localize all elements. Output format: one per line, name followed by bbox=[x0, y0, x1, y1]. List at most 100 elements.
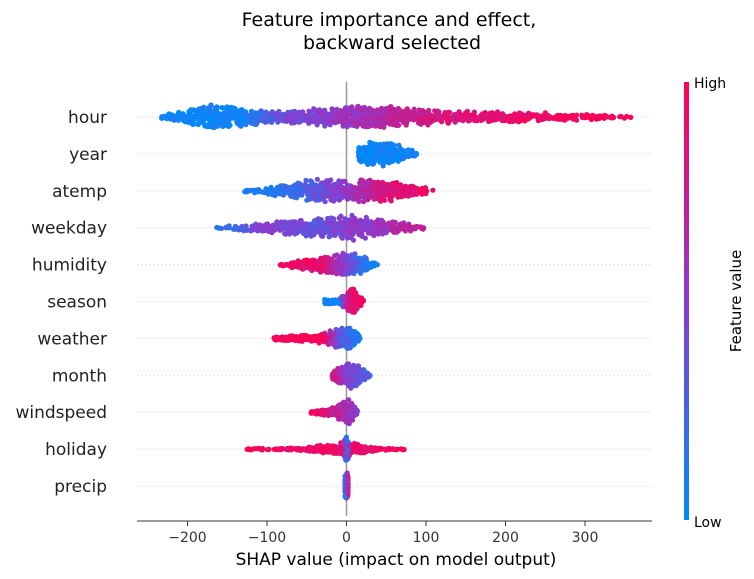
shap-point bbox=[339, 220, 346, 226]
shap-point bbox=[287, 231, 293, 237]
shap-point bbox=[404, 106, 410, 112]
shap-point bbox=[360, 184, 366, 190]
shap-point bbox=[373, 150, 380, 156]
shap-point bbox=[302, 117, 308, 123]
shap-point bbox=[368, 262, 374, 268]
shap-point bbox=[316, 222, 322, 228]
shap-point bbox=[354, 195, 360, 201]
shap-point bbox=[230, 113, 236, 119]
shap-point bbox=[244, 188, 250, 194]
shap-point bbox=[574, 112, 580, 118]
shap-point bbox=[338, 213, 344, 219]
shap-point bbox=[589, 114, 595, 120]
shap-point bbox=[387, 197, 393, 203]
shap-point bbox=[333, 117, 339, 123]
shap-point bbox=[346, 109, 352, 115]
shap-point bbox=[377, 189, 383, 195]
shap-point bbox=[359, 177, 365, 183]
shap-point bbox=[325, 183, 331, 189]
shap-point bbox=[300, 221, 306, 227]
shap-point bbox=[323, 112, 330, 118]
feature-points-season bbox=[322, 286, 367, 315]
shap-point bbox=[387, 141, 393, 147]
shap-point bbox=[570, 112, 576, 118]
shap-point bbox=[329, 299, 335, 305]
shap-point bbox=[322, 123, 328, 129]
shap-point bbox=[351, 270, 357, 277]
shap-point bbox=[377, 157, 383, 164]
feature-points-hour bbox=[159, 102, 634, 131]
shap-point bbox=[355, 378, 361, 384]
shap-point bbox=[250, 110, 256, 116]
shap-point bbox=[354, 369, 360, 375]
shap-point bbox=[344, 372, 350, 378]
shap-point bbox=[557, 112, 563, 118]
shap-point bbox=[364, 191, 370, 197]
shap-point bbox=[435, 108, 441, 114]
shap-point bbox=[362, 235, 368, 241]
shap-point bbox=[379, 115, 385, 121]
shap-point bbox=[361, 368, 368, 374]
shap-point bbox=[327, 187, 333, 193]
shap-point bbox=[561, 114, 567, 120]
shap-point bbox=[227, 122, 233, 128]
shap-point bbox=[338, 301, 344, 307]
shap-point bbox=[295, 335, 301, 341]
shap-point bbox=[373, 193, 379, 199]
shap-point bbox=[334, 112, 340, 118]
shap-point bbox=[220, 123, 226, 129]
shap-point bbox=[225, 106, 231, 113]
shap-point bbox=[319, 196, 325, 202]
shap-point bbox=[404, 150, 410, 156]
shap-point bbox=[415, 110, 421, 116]
shap-point bbox=[304, 197, 310, 203]
feature-points-weekday bbox=[214, 212, 427, 243]
shap-point bbox=[300, 109, 306, 115]
shap-point bbox=[341, 335, 347, 341]
shap-point bbox=[308, 178, 314, 184]
shap-point bbox=[339, 108, 345, 114]
shap-point bbox=[252, 190, 258, 196]
shap-point bbox=[345, 420, 351, 426]
shap-point bbox=[439, 114, 445, 120]
shap-point bbox=[353, 188, 359, 194]
shap-point bbox=[418, 224, 424, 230]
shap-point bbox=[329, 262, 335, 268]
shap-point bbox=[316, 228, 322, 234]
shap-point bbox=[241, 228, 247, 234]
shap-point bbox=[316, 189, 322, 195]
shap-point bbox=[418, 188, 424, 194]
shap-point bbox=[452, 119, 458, 125]
shap-point bbox=[288, 111, 294, 117]
shap-point bbox=[306, 108, 312, 114]
shap-point bbox=[356, 226, 362, 232]
shap-point bbox=[468, 116, 474, 123]
shap-point bbox=[550, 115, 557, 121]
shap-point bbox=[260, 110, 266, 117]
shap-point bbox=[406, 226, 412, 232]
shap-point bbox=[477, 114, 483, 120]
shap-point bbox=[357, 150, 363, 157]
shap-point bbox=[338, 404, 344, 410]
shap-point bbox=[598, 113, 604, 119]
shap-point bbox=[291, 194, 297, 200]
shap-point bbox=[377, 198, 384, 204]
shap-point bbox=[381, 141, 387, 147]
shap-point bbox=[367, 227, 373, 233]
feature-points-month bbox=[329, 361, 373, 391]
shap-point bbox=[358, 194, 364, 200]
shap-point bbox=[391, 149, 397, 155]
shap-point bbox=[517, 118, 524, 124]
shap-point bbox=[419, 116, 425, 122]
shap-point bbox=[379, 105, 385, 111]
shap-point bbox=[366, 105, 373, 111]
shap-point bbox=[376, 111, 382, 117]
shap-point bbox=[197, 111, 203, 117]
shap-point bbox=[314, 176, 320, 182]
shap-point bbox=[168, 115, 174, 121]
shap-point bbox=[449, 114, 456, 120]
shap-point bbox=[342, 186, 348, 192]
shap-point bbox=[288, 337, 294, 343]
shap-point bbox=[400, 226, 406, 232]
shap-point bbox=[419, 111, 425, 117]
